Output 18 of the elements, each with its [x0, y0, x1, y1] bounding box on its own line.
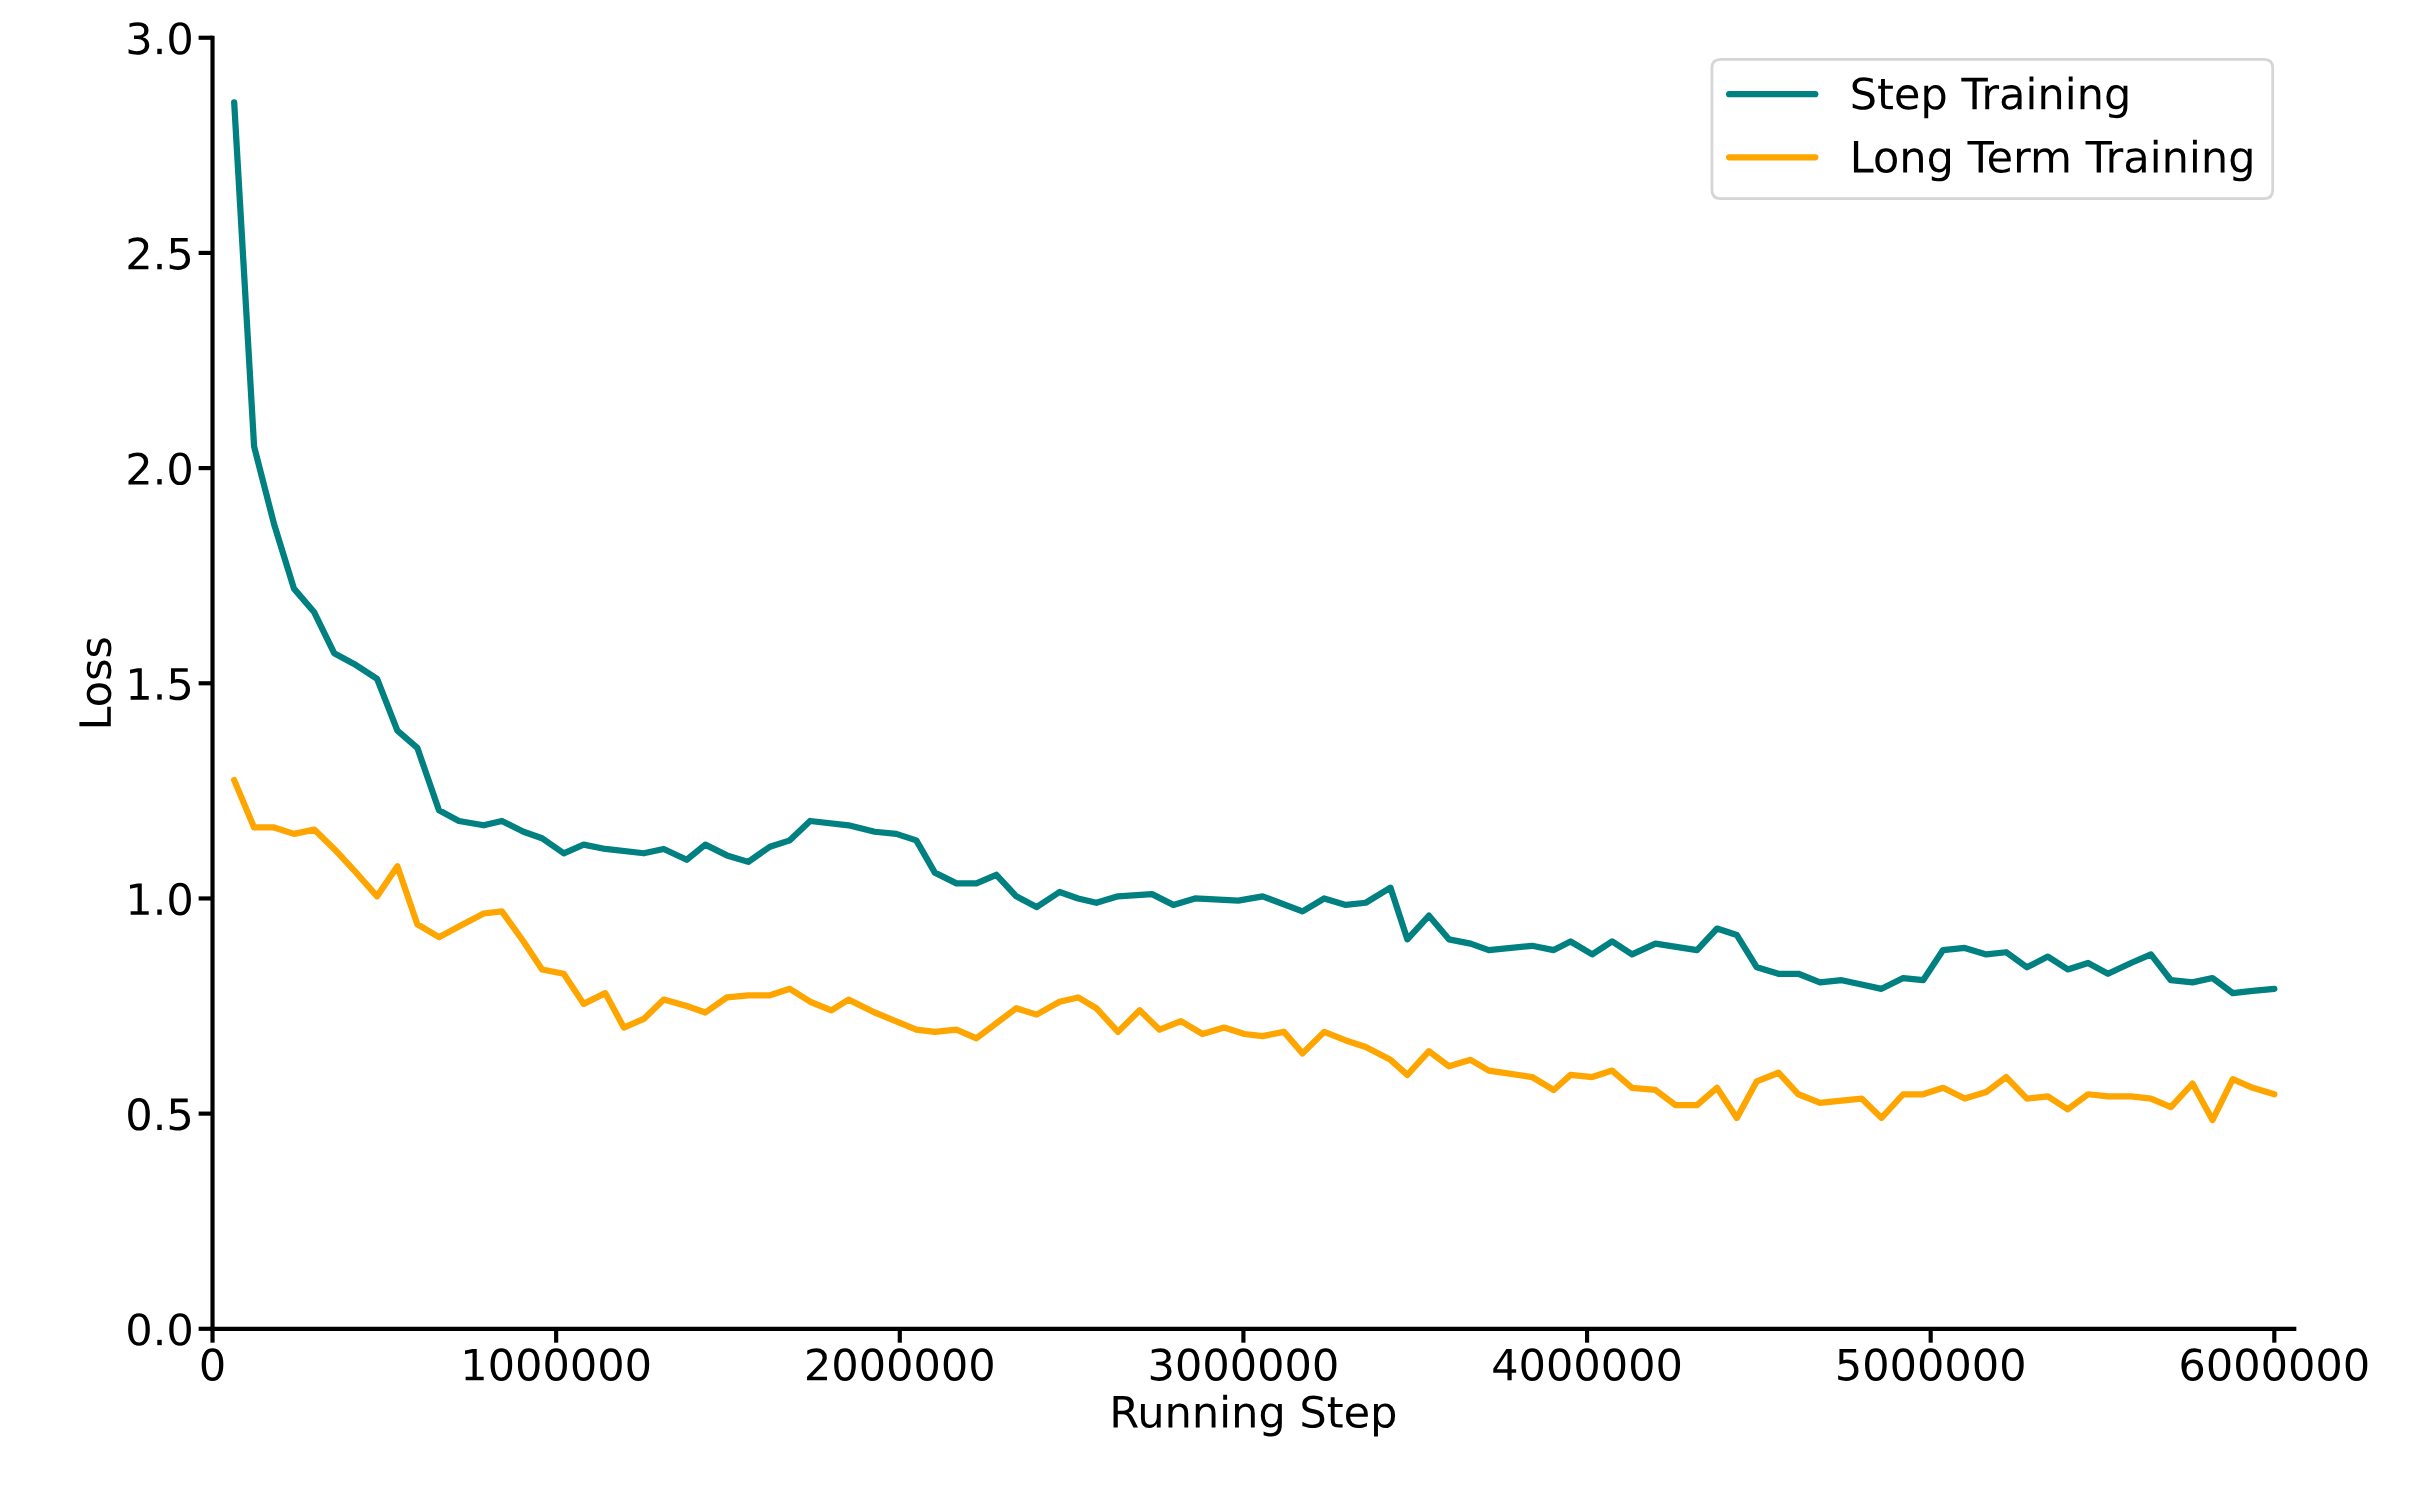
legend-label: Long Term Training [1853, 139, 2252, 182]
x-axis-title: Running Step [1113, 1394, 1396, 1437]
y-tick-label: 3.0 [128, 22, 191, 55]
x-tick-label: 3000000 [1150, 1348, 1337, 1381]
x-tick-label: 6000000 [2181, 1348, 2368, 1381]
x-tick-label: 5000000 [1838, 1348, 2024, 1381]
x-tick-label: 4000000 [1493, 1348, 1681, 1381]
x-tick-label: 1000000 [465, 1348, 650, 1381]
y-tick-label: 2.0 [128, 452, 191, 486]
y-axis-title: Loss [79, 638, 112, 727]
x-tick-label: 2000000 [807, 1348, 993, 1381]
x-tick-label: 0 [201, 1348, 224, 1381]
y-tick-label: 1.0 [130, 882, 191, 916]
y-tick-label: 1.5 [130, 668, 191, 701]
y-tick-label: 0.0 [128, 1313, 191, 1346]
y-tick-label: 2.5 [128, 237, 191, 270]
legend-label: Step Training [1852, 76, 2128, 119]
y-tick-label: 0.5 [128, 1098, 191, 1131]
